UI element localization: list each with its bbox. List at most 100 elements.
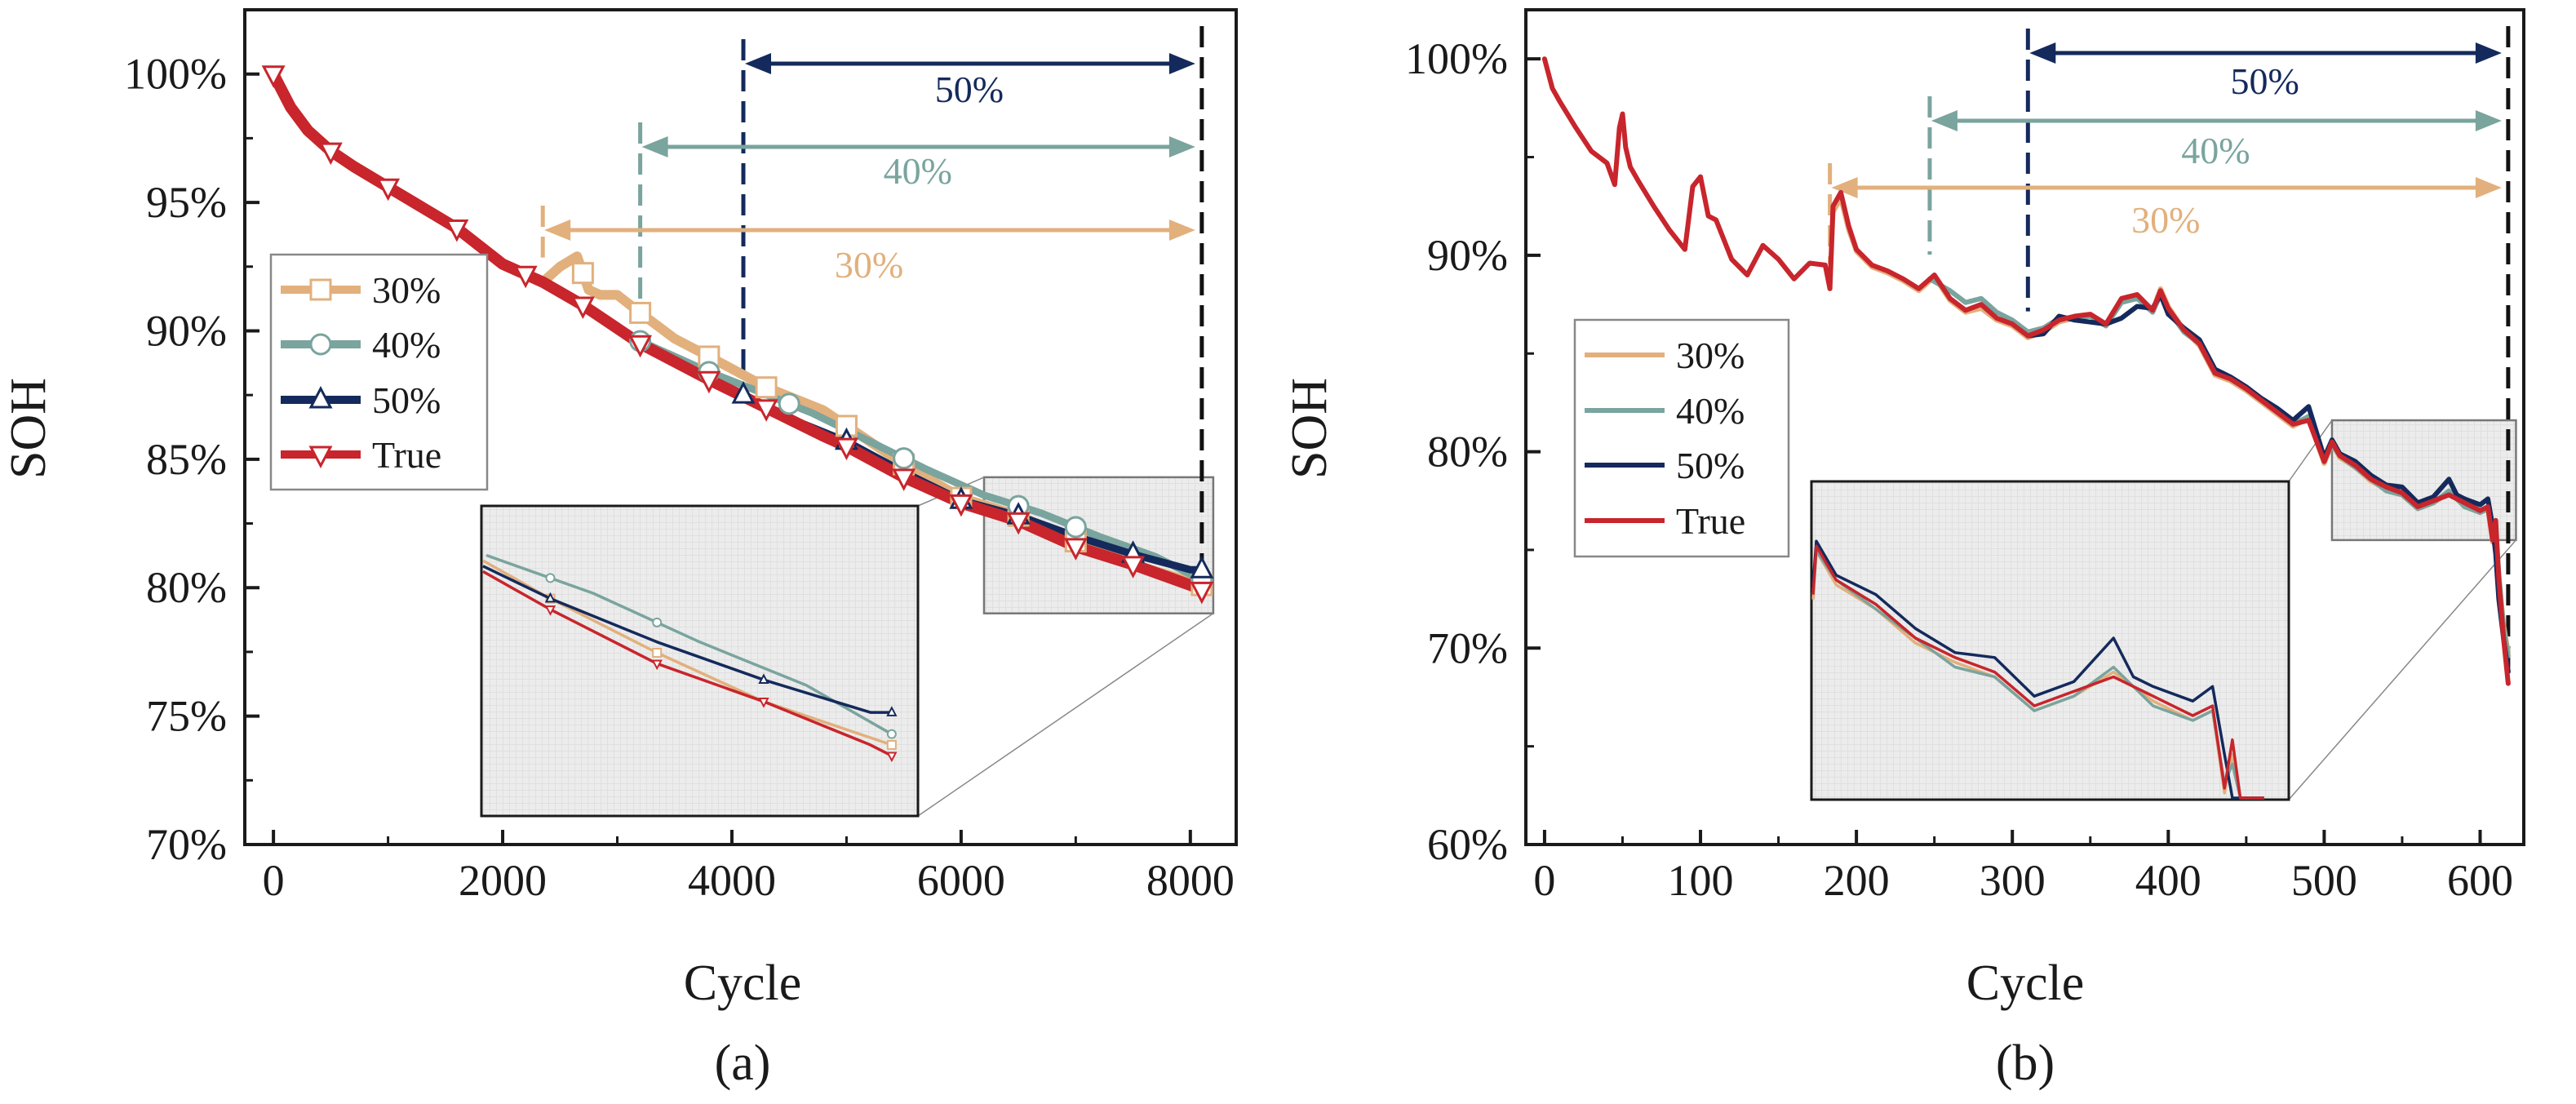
x-tick-label: 500: [2291, 856, 2357, 905]
zoom-connector: [917, 613, 1214, 817]
data-marker-s30: [629, 301, 652, 324]
x-axis-a: 0 2000 4000 6000 8000: [263, 830, 1235, 905]
span-label: 30%: [2131, 199, 2200, 241]
x-tick-label: 400: [2135, 856, 2201, 905]
span-annotations-a: 50% 40% 30%: [540, 26, 1204, 575]
data-marker-true: [949, 494, 973, 517]
legend-marker-s40: [309, 333, 332, 356]
x-tick-label: 8000: [1146, 856, 1235, 905]
data-marker-s30: [755, 376, 778, 399]
legend-label: 40%: [1676, 390, 1745, 432]
span-arrowhead: [2475, 110, 2502, 131]
inset-b: [1810, 480, 2290, 801]
series-a: [261, 65, 1214, 605]
x-axis-b: 0 100 200 300 400 500 600: [1533, 830, 2513, 905]
inset-frame-a: [480, 504, 920, 818]
data-marker-true: [445, 219, 469, 242]
legend-label: 50%: [372, 379, 441, 421]
span-arrowhead: [544, 219, 571, 241]
zoom-connector: [2288, 539, 2517, 800]
inset-marker-s50: [886, 706, 898, 716]
y-tick-label: 80%: [1427, 428, 1508, 477]
panel-b: 60% 70% 80% 90% 100% 0 100 200 300 400 500 600 50%…: [1282, 8, 2525, 1091]
inset-marker-s40: [652, 617, 663, 627]
x-tick-label: 6000: [917, 856, 1005, 905]
data-marker-true: [1063, 538, 1088, 561]
data-marker-s40: [1064, 516, 1087, 539]
span-label: 30%: [835, 244, 903, 286]
inset-marker-s50: [544, 592, 556, 603]
data-marker-s40: [778, 392, 800, 415]
x-axis-title-b: Cycle: [1966, 955, 2085, 1011]
panel-label-b: (b): [1996, 1035, 2055, 1091]
legend-label: True: [1676, 500, 1745, 542]
inset-marker-s50: [758, 673, 769, 684]
data-marker-true: [376, 178, 401, 202]
x-tick-label: 0: [263, 856, 285, 905]
data-marker-true: [697, 370, 721, 394]
legend-label: 30%: [1676, 335, 1745, 376]
span-arrowhead: [2475, 177, 2502, 198]
y-tick-label: 90%: [146, 306, 227, 355]
y-tick-label: 75%: [146, 692, 227, 741]
y-axis-a: 70% 75% 80% 85% 90% 95% 100%: [124, 50, 259, 869]
inset-line-s50: [482, 565, 892, 714]
data-marker-true: [1190, 581, 1214, 605]
legend-label: 50%: [1676, 445, 1745, 486]
legend-label: True: [372, 434, 441, 476]
data-marker-true: [892, 468, 916, 491]
legend-b: 30% 40% 50% True: [1573, 318, 1790, 558]
x-tick-label: 100: [1668, 856, 1734, 905]
series-line-s50: [2025, 292, 2511, 675]
legend-marker-true: [308, 446, 333, 469]
zoom-region-b: [2288, 419, 2517, 800]
inset-line-s40: [1811, 549, 2264, 800]
legend-a: 30% 40% 50% True: [269, 253, 489, 491]
data-marker-s50: [731, 381, 756, 404]
y-axis-title-a: SOH: [1, 378, 56, 479]
inset-marker-s40: [886, 729, 897, 739]
span-label: 40%: [884, 150, 952, 192]
span-arrowhead: [745, 53, 772, 74]
y-tick-label: 100%: [1405, 34, 1508, 83]
span-label: 50%: [935, 69, 1004, 110]
legend-label: 30%: [372, 269, 441, 311]
y-tick-label: 80%: [146, 563, 227, 612]
span-label: 40%: [2181, 130, 2250, 171]
data-marker-true: [570, 296, 595, 320]
data-marker-s50: [1190, 556, 1214, 579]
x-tick-label: 300: [1980, 856, 2046, 905]
x-tick-label: 0: [1533, 856, 1555, 905]
inset-line-true: [482, 570, 893, 757]
span-arrowhead: [2029, 42, 2056, 64]
data-marker-s40: [893, 447, 916, 470]
series-line-true: [1541, 56, 2511, 686]
data-marker-true: [754, 399, 778, 422]
legend-box-b: [1573, 318, 1790, 558]
zoom-rect: [2330, 419, 2517, 542]
span-arrowhead: [1931, 110, 1957, 131]
x-tick-label: 200: [1824, 856, 1890, 905]
y-axis-title-b: SOH: [1282, 378, 1337, 479]
data-marker-true: [1121, 556, 1146, 579]
legend-label: 40%: [372, 324, 441, 366]
y-tick-label: 60%: [1427, 820, 1508, 869]
legend-marker-s30: [309, 278, 332, 301]
zoom-connector: [2288, 419, 2333, 482]
panel-label-a: (a): [715, 1035, 771, 1091]
x-tick-label: 2000: [459, 856, 547, 905]
y-tick-label: 85%: [146, 435, 227, 484]
inset-marker-true: [886, 752, 898, 763]
span-arrowhead: [1831, 177, 1858, 198]
span-arrowhead: [1168, 219, 1195, 241]
data-marker-true: [318, 142, 343, 166]
x-axis-title-a: Cycle: [684, 955, 802, 1011]
x-tick-label: 4000: [688, 856, 776, 905]
y-tick-label: 90%: [1427, 231, 1508, 280]
inset-marker-s40: [545, 573, 556, 583]
span-label: 50%: [2230, 60, 2299, 102]
inset-marker-true: [651, 659, 663, 671]
span-arrowhead: [1168, 53, 1195, 74]
inset-line-true: [1811, 544, 2264, 800]
